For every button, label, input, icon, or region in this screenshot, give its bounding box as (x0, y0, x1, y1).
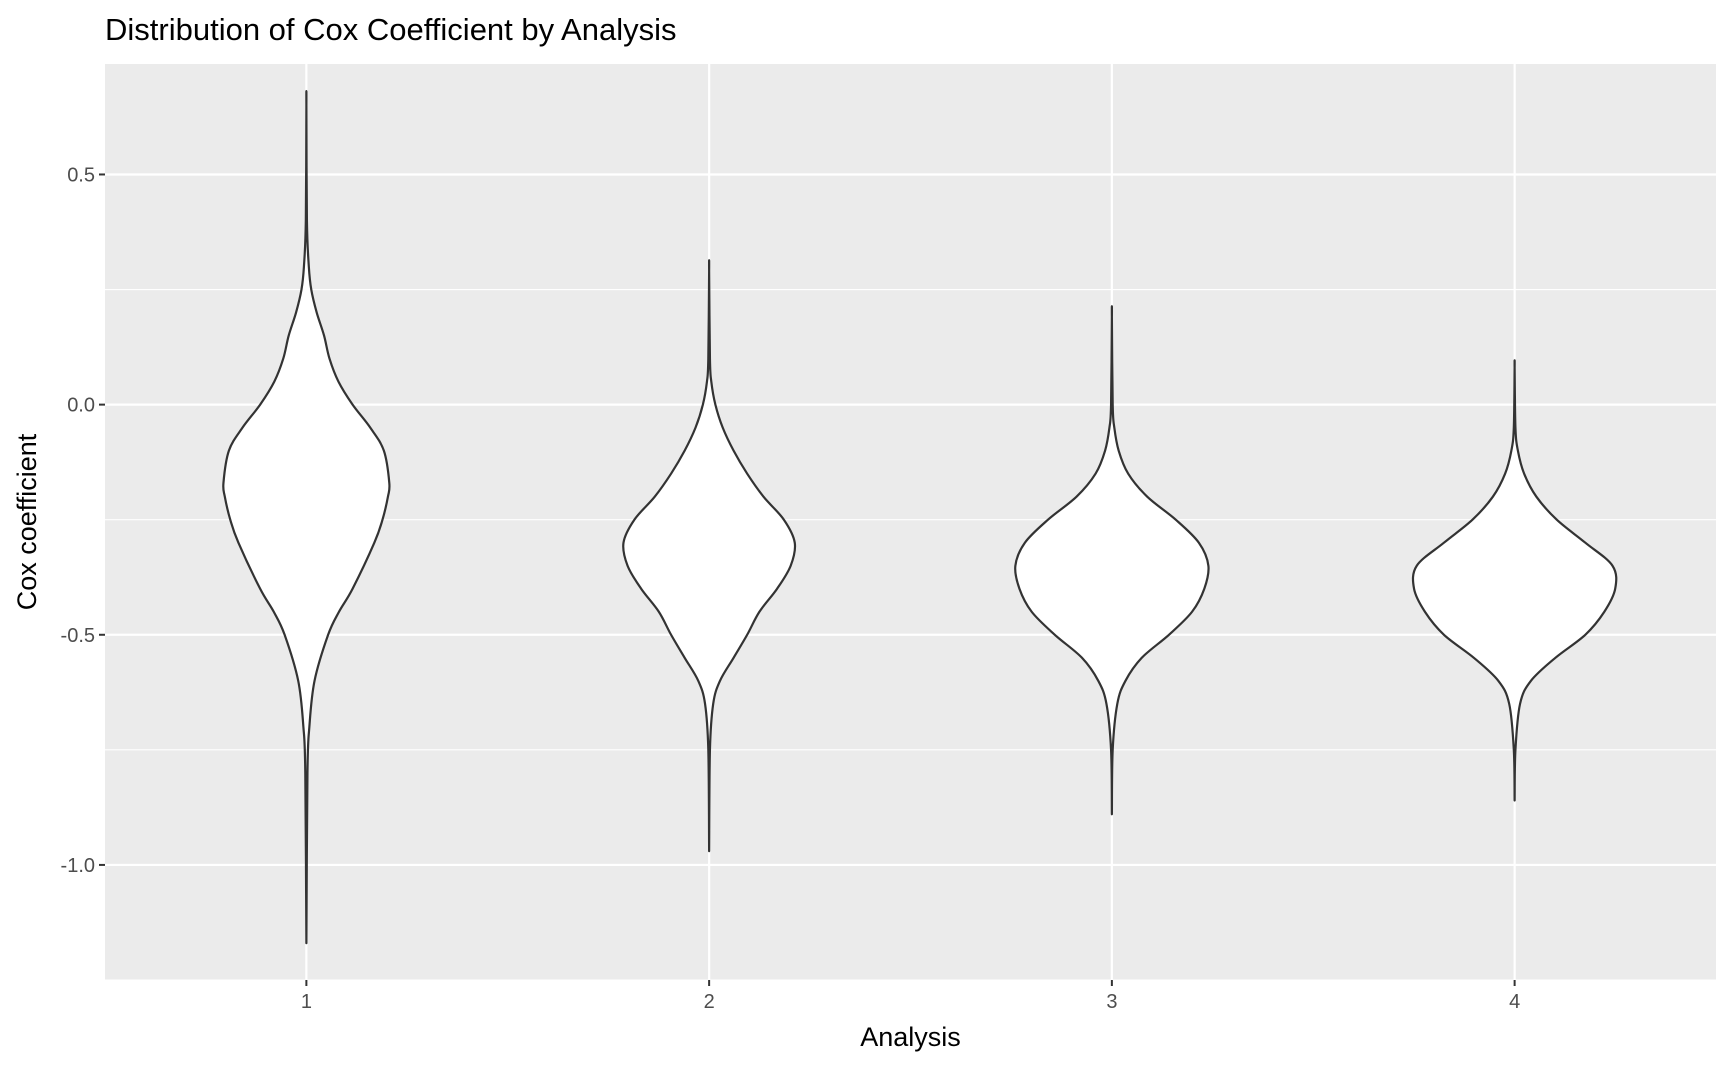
y-tick-label: -0.5 (61, 625, 95, 647)
violin-1 (222, 89, 391, 945)
x-tick-label: 4 (1509, 991, 1520, 1013)
y-axis: -1.0 -0.5 0.0 0.5 (61, 164, 105, 877)
y-tick-label: 0.5 (67, 164, 95, 186)
y-tick-label: -1.0 (61, 855, 95, 877)
x-axis-title: Analysis (860, 1022, 961, 1052)
x-tick-label: 2 (704, 991, 715, 1013)
x-tick-label: 1 (301, 991, 312, 1013)
x-axis: 1 2 3 4 (301, 980, 1520, 1013)
violin-3 (1014, 305, 1210, 816)
violin-2 (622, 259, 797, 853)
y-axis-title: Cox coefficient (12, 433, 42, 610)
violin-4 (1411, 359, 1618, 802)
x-tick-label: 3 (1106, 991, 1117, 1013)
violins (222, 89, 1618, 945)
chart-title: Distribution of Cox Coefficient by Analy… (105, 12, 676, 47)
y-tick-label: 0.0 (67, 395, 95, 417)
